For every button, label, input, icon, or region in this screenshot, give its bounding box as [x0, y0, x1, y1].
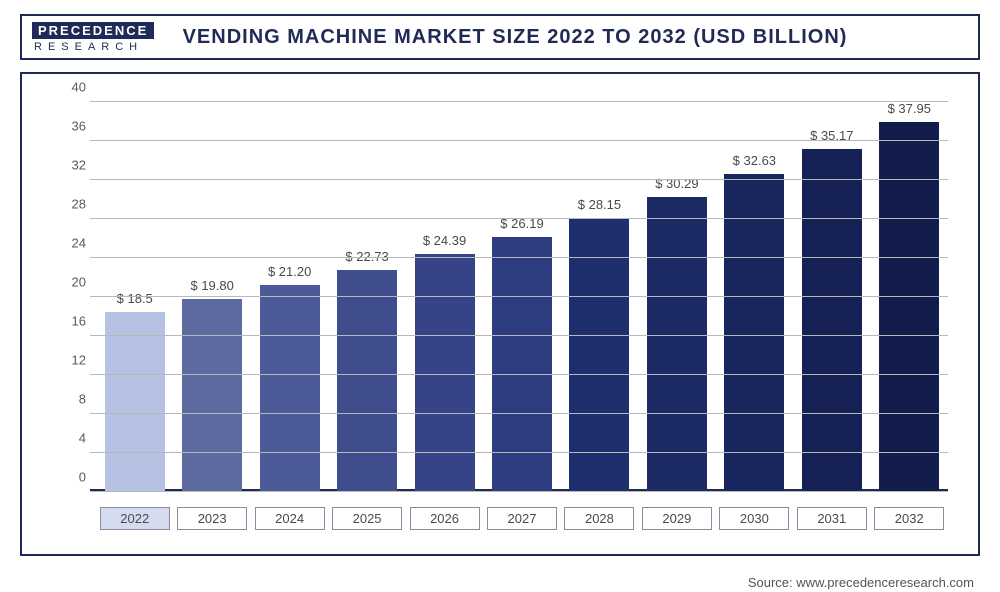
bar-group: $ 18.5 — [100, 291, 170, 492]
bar-value-label: $ 21.20 — [268, 264, 311, 279]
x-tick-label: 2030 — [719, 507, 789, 530]
y-tick-label: 8 — [62, 392, 86, 407]
logo-line1: PRECEDENCE — [32, 22, 154, 39]
bar — [879, 122, 939, 492]
header-bar: PRECEDENCE RESEARCH VENDING MACHINE MARK… — [20, 14, 980, 60]
logo-line2: RESEARCH — [32, 41, 143, 53]
y-tick-label: 32 — [62, 158, 86, 173]
y-tick-label: 36 — [62, 119, 86, 134]
x-tick-label: 2022 — [100, 507, 170, 530]
bar-group: $ 19.80 — [177, 278, 247, 492]
bar-group: $ 32.63 — [719, 153, 789, 492]
gridline — [90, 101, 948, 102]
x-tick-label: 2026 — [410, 507, 480, 530]
x-tick-label: 2027 — [487, 507, 557, 530]
bar-value-label: $ 37.95 — [888, 101, 931, 116]
bars-container: $ 18.5$ 19.80$ 21.20$ 22.73$ 24.39$ 26.1… — [96, 102, 948, 492]
bar — [569, 218, 629, 492]
bar-group: $ 24.39 — [410, 233, 480, 492]
y-tick-label: 28 — [62, 197, 86, 212]
x-tick-label: 2023 — [177, 507, 247, 530]
bar-group: $ 22.73 — [332, 249, 402, 492]
gridline — [90, 257, 948, 258]
gridline — [90, 218, 948, 219]
bar — [492, 237, 552, 492]
bar — [105, 312, 165, 492]
y-tick-label: 20 — [62, 275, 86, 290]
bar — [182, 299, 242, 492]
bar-value-label: $ 24.39 — [423, 233, 466, 248]
gridline — [90, 452, 948, 453]
source-attribution: Source: www.precedenceresearch.com — [748, 575, 974, 590]
bar — [337, 270, 397, 492]
gridline — [90, 140, 948, 141]
bar-value-label: $ 19.80 — [190, 278, 233, 293]
x-tick-label: 2032 — [874, 507, 944, 530]
bar-group: $ 21.20 — [255, 264, 325, 492]
x-tick-label: 2029 — [642, 507, 712, 530]
bar-value-label: $ 32.63 — [733, 153, 776, 168]
bar-group: $ 28.15 — [564, 197, 634, 492]
gridline — [90, 296, 948, 297]
y-tick-label: 24 — [62, 236, 86, 251]
x-tick-label: 2031 — [797, 507, 867, 530]
y-tick-label: 4 — [62, 431, 86, 446]
bar-value-label: $ 18.5 — [117, 291, 153, 306]
chart-title: VENDING MACHINE MARKET SIZE 2022 TO 2032… — [172, 26, 978, 49]
bar-value-label: $ 28.15 — [578, 197, 621, 212]
bar-value-label: $ 30.29 — [655, 176, 698, 191]
y-tick-label: 0 — [62, 470, 86, 485]
gridline — [90, 413, 948, 414]
x-tick-label: 2028 — [564, 507, 634, 530]
chart-frame: $ 18.5$ 19.80$ 21.20$ 22.73$ 24.39$ 26.1… — [20, 72, 980, 556]
x-tick-label: 2024 — [255, 507, 325, 530]
bar — [802, 149, 862, 492]
gridline — [90, 374, 948, 375]
gridline — [90, 491, 948, 492]
bar-group: $ 30.29 — [642, 176, 712, 492]
y-tick-label: 16 — [62, 314, 86, 329]
bar — [260, 285, 320, 492]
bar-group: $ 35.17 — [797, 128, 867, 492]
y-tick-label: 40 — [62, 80, 86, 95]
gridline — [90, 335, 948, 336]
x-tick-label: 2025 — [332, 507, 402, 530]
bar — [647, 197, 707, 492]
x-axis-labels: 2022 2023 2024 2025 2026 2027 2028 2029 2030 2031… — [96, 507, 948, 530]
gridline — [90, 179, 948, 180]
y-tick-label: 12 — [62, 353, 86, 368]
plot-area: $ 18.5$ 19.80$ 21.20$ 22.73$ 24.39$ 26.1… — [62, 102, 948, 492]
brand-logo: PRECEDENCE RESEARCH — [22, 16, 172, 58]
bar — [724, 174, 784, 492]
